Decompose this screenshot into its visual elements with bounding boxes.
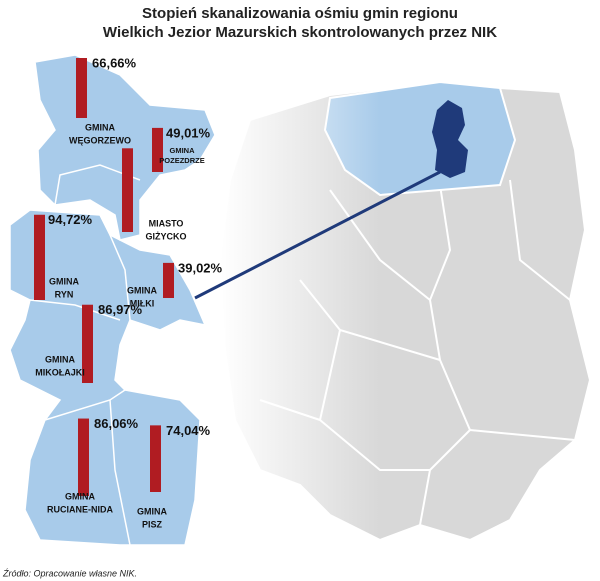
region-label: GMINA [49,276,79,286]
value-label: 86,06% [94,416,139,431]
bar [82,304,93,383]
region-label: PISZ [142,519,163,529]
bar [34,214,45,300]
bar [152,127,163,172]
region-label: POZEZDRZE [159,156,204,165]
bar [150,425,161,492]
region-map [9,54,216,546]
value-label: 66,66% [92,55,137,70]
region-label: GMINA [170,146,196,155]
value-label: 74,04% [166,423,211,438]
title-line: Stopień skanalizowania ośmiu gmin region… [142,5,458,22]
selected-gminas [432,100,468,178]
title-line: Wielkich Jezior Mazurskich skontrolowany… [103,24,497,41]
source: Źródło: Opracowanie własne NIK. [2,568,137,578]
region-label: GMINA [85,122,115,132]
region-label: WĘGORZEWO [69,135,131,145]
region-label: GMINA [137,506,167,516]
value-label: 94,72% [48,212,93,227]
region-label: GMINA [45,354,75,364]
fade [220,60,380,560]
bar [122,148,133,232]
bar [78,418,89,496]
region-label: MIKOŁAJKI [35,367,85,377]
connector-line [194,170,441,300]
bar [76,58,87,118]
region-borders [29,164,141,546]
region-label: GMINA [127,285,157,295]
value-label: 39,02% [178,260,223,275]
region-label: MIŁKI [130,298,155,308]
region-label: RYN [55,289,74,299]
value-label: 86,97% [98,302,143,317]
region-label: MIASTO [149,218,184,228]
bar [163,262,174,298]
region-label: RUCIANE-NIDA [47,504,113,514]
value-label: 49,01% [166,125,211,140]
region-label: GMINA [65,491,95,501]
region-label: GIŻYCKO [145,231,186,241]
